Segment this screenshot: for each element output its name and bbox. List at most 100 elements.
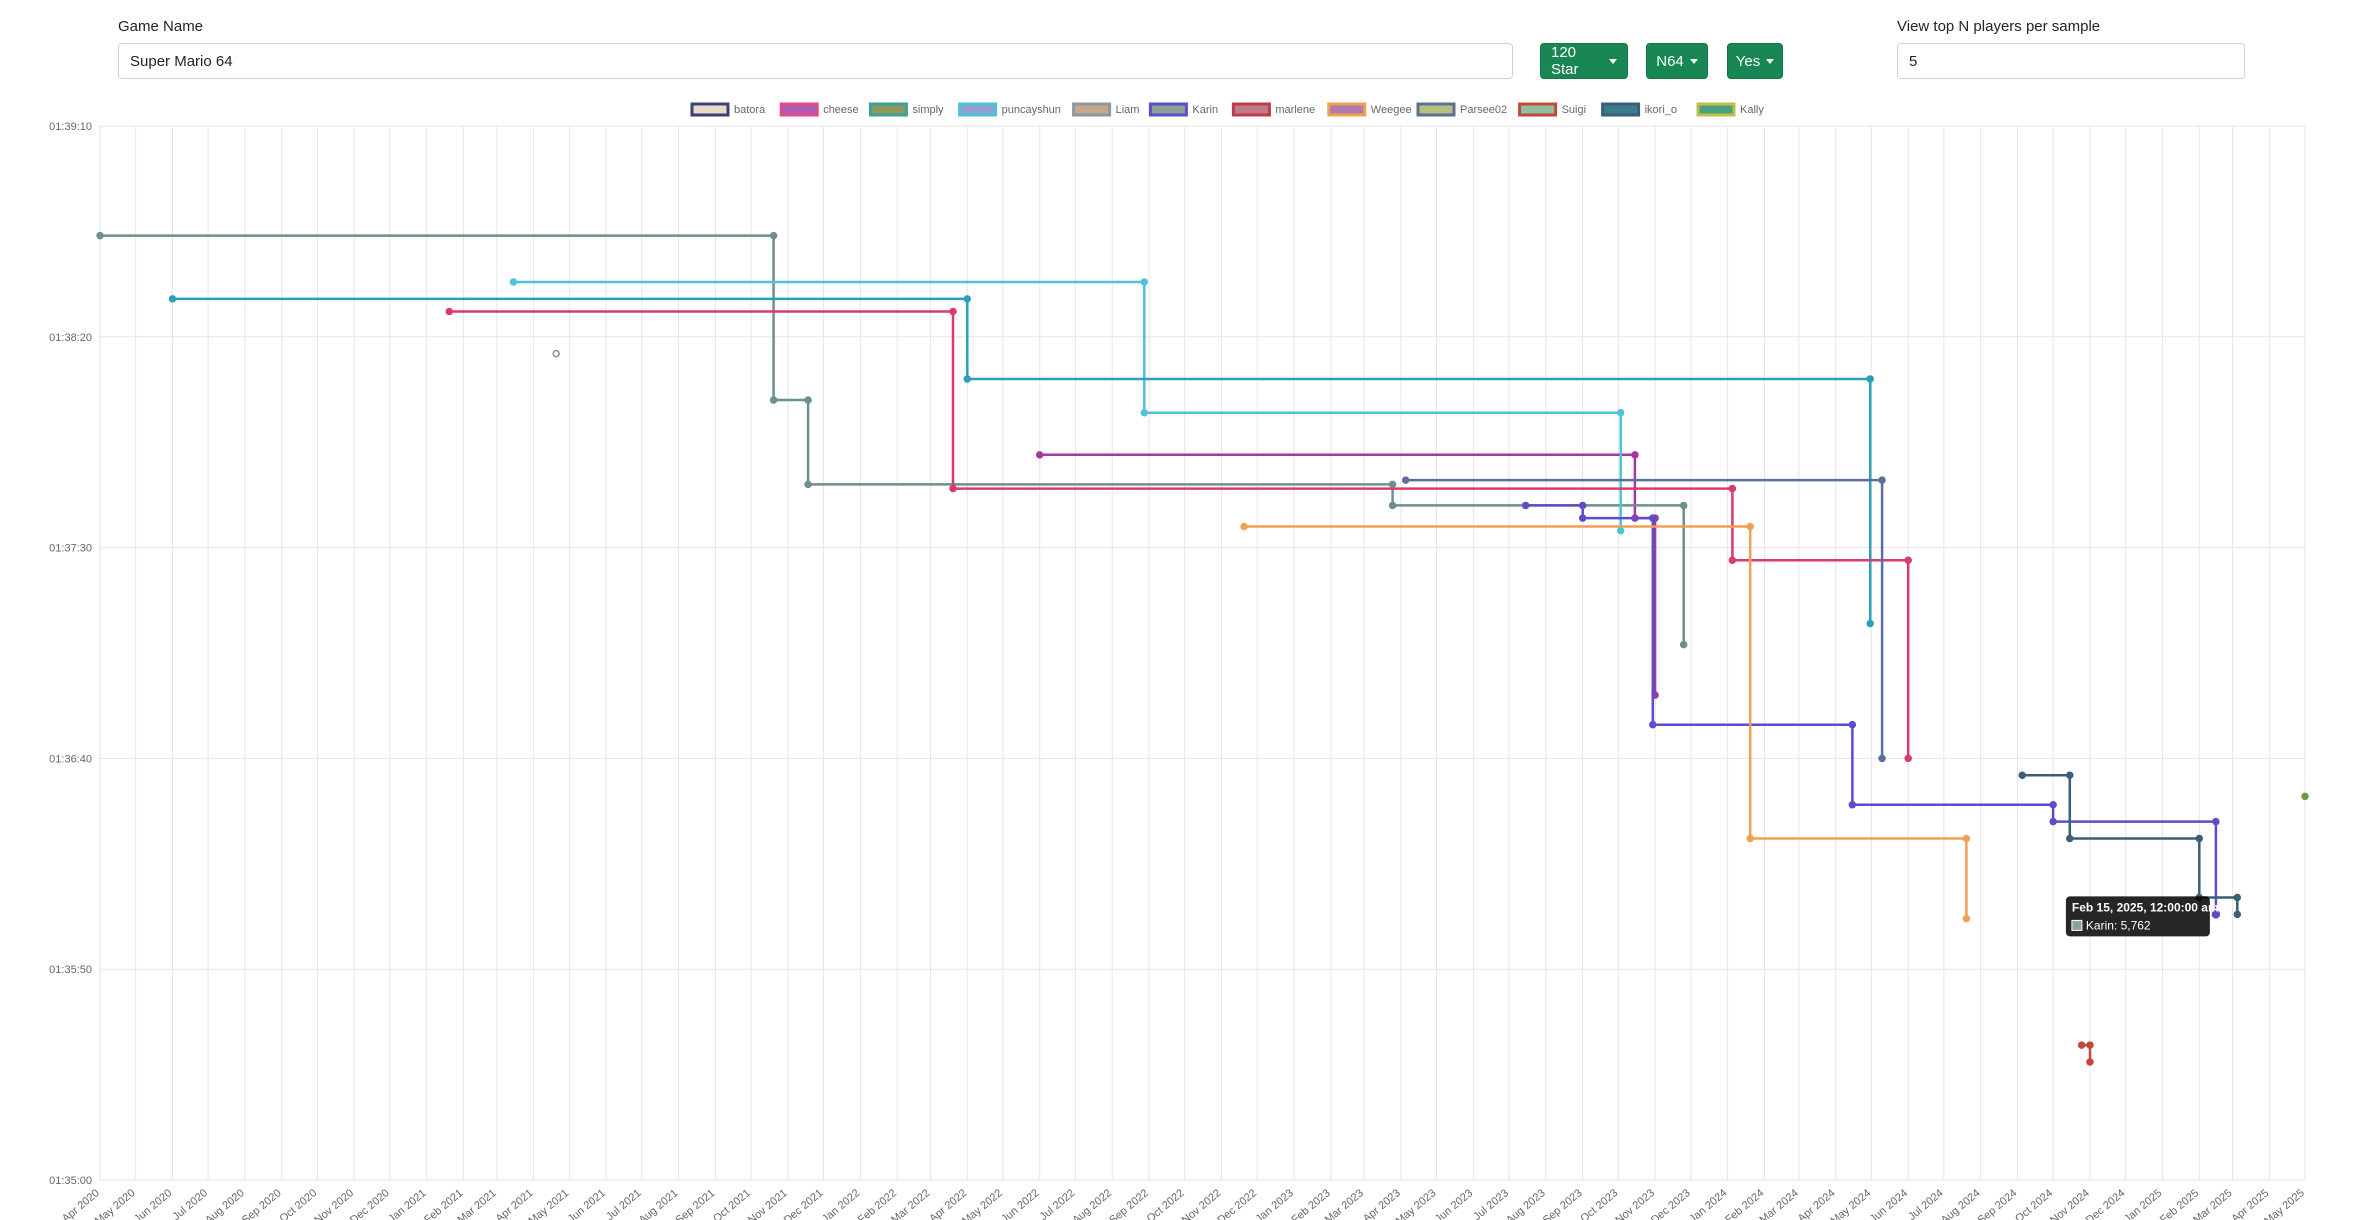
legend-swatch-liam bbox=[1072, 102, 1112, 117]
series-point-marlene bbox=[1904, 754, 1912, 763]
y-tick-label: 01:35:00 bbox=[49, 1175, 92, 1187]
x-tick-label: Jul 2024 bbox=[1906, 1187, 1946, 1220]
series-point-karin bbox=[1578, 501, 1587, 510]
legend-swatch-kally bbox=[1696, 102, 1736, 117]
series-point-ikori_o bbox=[2233, 910, 2242, 919]
x-tick-label: Jan 2024 bbox=[1687, 1187, 1729, 1220]
x-tick-label: Dec 2021 bbox=[782, 1187, 826, 1220]
series-point-liam bbox=[168, 295, 177, 303]
x-tick-label: Jan 2021 bbox=[386, 1187, 428, 1220]
x-tick-label: Dec 2024 bbox=[2084, 1187, 2128, 1220]
series-point-karin bbox=[2049, 817, 2057, 826]
series-point-suigi bbox=[2086, 1041, 2094, 1049]
x-tick-label: Dec 2020 bbox=[348, 1187, 392, 1220]
legend-swatch-parsee02 bbox=[1416, 102, 1456, 117]
x-tick-label: Aug 2024 bbox=[1939, 1187, 1983, 1220]
legend-label-cheese: cheese bbox=[823, 104, 858, 116]
series-point-liam bbox=[1866, 375, 1874, 383]
x-tick-label: Mar 2021 bbox=[455, 1187, 498, 1220]
series-point-simply bbox=[1388, 480, 1397, 489]
legend-label-kally: Kally bbox=[1740, 104, 1764, 116]
x-tick-label: Jul 2022 bbox=[1038, 1187, 1078, 1220]
tooltip-swatch bbox=[2071, 919, 2083, 931]
tooltip-hover-point bbox=[2210, 908, 2222, 921]
series-point-simply bbox=[804, 480, 812, 489]
x-tick-label: Jun 2021 bbox=[566, 1187, 608, 1220]
platform-caret-icon bbox=[1689, 58, 1698, 64]
legend-swatch-batora bbox=[690, 102, 730, 117]
category-dropdown-button[interactable]: 120 Star bbox=[1540, 43, 1628, 79]
x-tick-label: Jan 2025 bbox=[2122, 1187, 2164, 1220]
x-tick-label: Dec 2023 bbox=[1649, 1187, 1693, 1220]
series-point-karin bbox=[2049, 801, 2057, 809]
legend: batora cheese simply puncayshun Liam Karin mar… bbox=[690, 102, 1764, 117]
series-point-karin bbox=[1848, 720, 1857, 729]
x-tick-label: Oct 2024 bbox=[2013, 1187, 2055, 1220]
x-tick-label: Aug 2021 bbox=[637, 1187, 681, 1220]
series-point-weegee bbox=[1746, 834, 1754, 843]
legend-label-parsee02: Parsee02 bbox=[1460, 104, 1507, 116]
series-point-puncayshun bbox=[1616, 526, 1625, 535]
x-tick-label: May 2023 bbox=[1394, 1187, 1439, 1220]
series-point-marlene bbox=[1728, 556, 1737, 564]
legend-label-weegee: Weegee bbox=[1371, 104, 1412, 116]
x-tick-label: Jul 2021 bbox=[604, 1187, 644, 1220]
series-point-simply bbox=[96, 231, 104, 240]
series-point-marlene bbox=[445, 307, 454, 316]
legend-swatch-karin bbox=[1148, 102, 1188, 117]
x-tick-label: Aug 2020 bbox=[203, 1187, 247, 1220]
series-point-karin bbox=[1521, 501, 1530, 510]
series-point-weegee bbox=[1962, 914, 1971, 923]
tooltip-label: Karin: 5,762 bbox=[2086, 918, 2151, 932]
series-point-ikori_o bbox=[2018, 771, 2026, 780]
series-point-simply bbox=[769, 396, 778, 404]
series-lines bbox=[96, 231, 2309, 1066]
x-tick-label: Jun 2024 bbox=[1868, 1187, 1910, 1220]
top-n-label: View top N players per sample bbox=[1897, 18, 2101, 35]
tooltip-box bbox=[2065, 896, 2210, 937]
series-point-karin bbox=[1649, 720, 1657, 729]
x-tick-label: Oct 2023 bbox=[1578, 1187, 1620, 1220]
y-tick-label: 01:36:40 bbox=[49, 753, 92, 765]
series-point-liam bbox=[1866, 619, 1874, 628]
legend-label-karin: Karin bbox=[1192, 104, 1218, 116]
emulator-dropdown-button[interactable]: Yes bbox=[1727, 43, 1783, 79]
x-tick-label: Jun 2020 bbox=[132, 1187, 174, 1220]
legend-label-liam: Liam bbox=[1116, 104, 1140, 116]
legend-label-suigi: Suigi bbox=[1562, 104, 1586, 116]
tooltip: Feb 15, 2025, 12:00:00 am Karin: 5,762 bbox=[2065, 896, 2222, 937]
series-point-weegee bbox=[1240, 522, 1248, 531]
series-point-kally bbox=[2301, 792, 2309, 801]
platform-dropdown-button[interactable]: N64 bbox=[1646, 43, 1708, 79]
y-tick-label: 01:37:30 bbox=[49, 543, 92, 555]
series-point-marlene bbox=[949, 307, 957, 316]
legend-swatch-weegee bbox=[1327, 102, 1367, 117]
series-point-cheese bbox=[1035, 451, 1044, 459]
x-tick-label: May 2025 bbox=[2262, 1187, 2307, 1220]
series-point-simply bbox=[769, 231, 778, 240]
game-name-label: Game Name bbox=[118, 18, 204, 35]
legend-label-puncayshun: puncayshun bbox=[1002, 104, 1061, 116]
x-tick-label: Jan 2022 bbox=[820, 1187, 862, 1220]
legend-swatch-puncayshun bbox=[958, 102, 998, 117]
game-name-input[interactable] bbox=[118, 43, 1513, 79]
series-line-parsee02 bbox=[1405, 478, 1884, 759]
x-tick-label: Aug 2022 bbox=[1070, 1187, 1114, 1220]
series-line-weegee bbox=[1244, 525, 1968, 919]
top-n-input[interactable] bbox=[1897, 43, 2245, 79]
series-point-simply bbox=[804, 396, 812, 404]
tooltip-title: Feb 15, 2025, 12:00:00 am bbox=[2072, 900, 2219, 914]
series-point-batora bbox=[552, 349, 560, 358]
series-point-weegee bbox=[1746, 522, 1754, 531]
series-point-puncayshun bbox=[509, 278, 518, 286]
series-point-marlene bbox=[949, 484, 957, 493]
x-tick-label: Jul 2023 bbox=[1471, 1187, 1511, 1220]
legend-swatch-suigi bbox=[1518, 102, 1558, 117]
series-point-simply bbox=[1388, 501, 1397, 510]
series-point-parsee02 bbox=[1401, 476, 1410, 484]
x-tick-label: Mar 2023 bbox=[1323, 1187, 1366, 1220]
series-point-karin bbox=[1578, 514, 1587, 522]
y-tick-label: 01:35:50 bbox=[49, 964, 92, 976]
series-point-liam bbox=[963, 375, 972, 383]
